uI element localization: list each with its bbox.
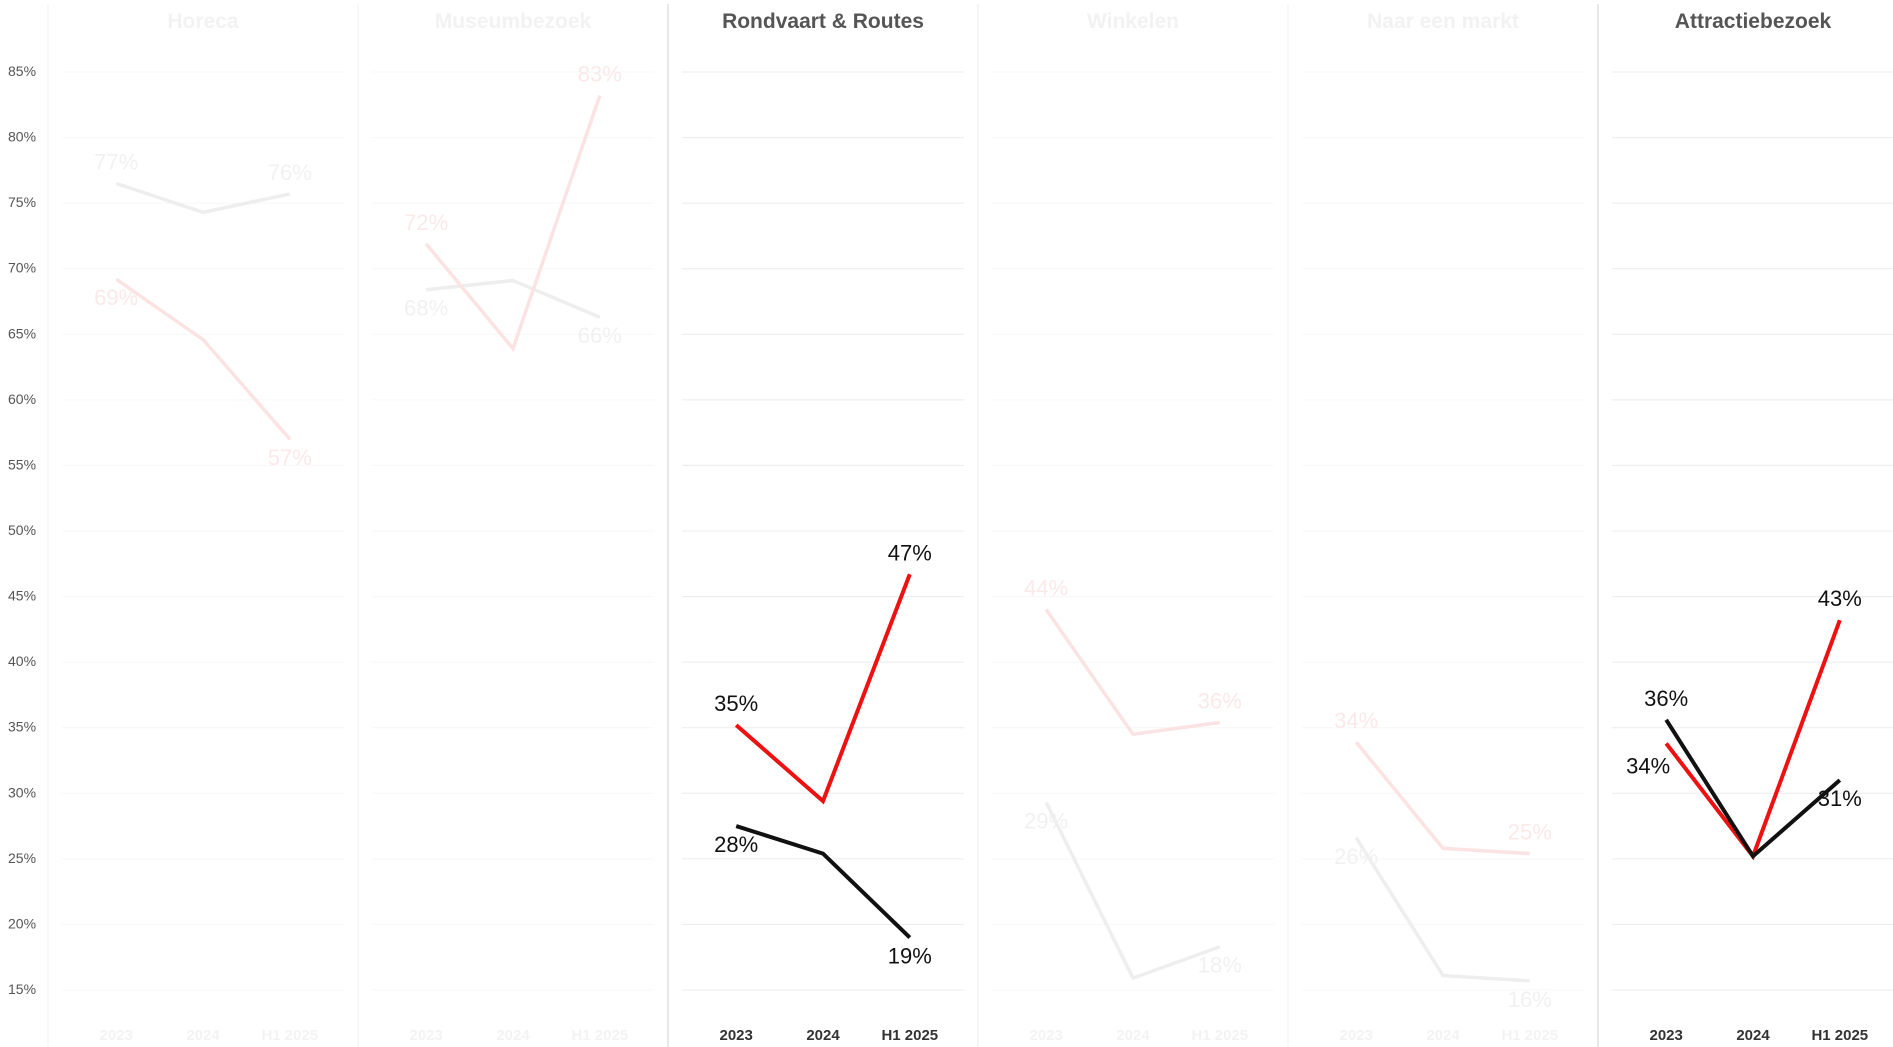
x-tick-label: 2024 xyxy=(1116,1027,1150,1044)
series-line-red xyxy=(1354,741,1530,856)
x-tick-label: H1 2025 xyxy=(1501,1027,1558,1044)
data-label: 29% xyxy=(1024,808,1068,833)
y-tick-label: 75% xyxy=(8,194,36,210)
data-label: 31% xyxy=(1818,786,1862,811)
data-label: 36% xyxy=(1198,688,1242,713)
x-tick-label: 2023 xyxy=(720,1027,753,1044)
panel-title: Attractiebezoek xyxy=(1675,10,1832,33)
panel: Winkelen 2023 2024 H1 2025 44% 36% 29% 18% xyxy=(977,4,1274,1047)
data-label: 28% xyxy=(714,832,758,857)
data-label: 35% xyxy=(714,691,758,716)
panel-title: Museumbezoek xyxy=(435,10,592,33)
y-tick-label: 80% xyxy=(8,129,36,145)
x-tick-label: H1 2025 xyxy=(1811,1027,1868,1044)
y-tick-label: 20% xyxy=(8,915,36,931)
panels: Horeca 2023 2024 H1 2025 77% 76% 69% 57% Museumb… xyxy=(47,4,1893,1047)
data-label: 72% xyxy=(404,210,448,235)
x-tick-label: H1 2025 xyxy=(1191,1027,1248,1044)
series-line-red xyxy=(115,277,292,441)
x-tick-label: 2023 xyxy=(1340,1027,1373,1044)
y-tick-label: 35% xyxy=(8,719,36,735)
data-label: 66% xyxy=(578,323,622,348)
data-label: 43% xyxy=(1818,586,1862,611)
series-line-black xyxy=(115,181,291,215)
panel-title: Winkelen xyxy=(1087,10,1179,33)
series-line-black xyxy=(1354,836,1530,983)
data-label: 34% xyxy=(1626,753,1670,778)
data-label: 26% xyxy=(1334,844,1378,869)
series-line-red xyxy=(1044,608,1221,737)
y-tick-label: 45% xyxy=(8,588,36,604)
panel-title: Naar een markt xyxy=(1367,10,1519,33)
x-tick-label: 2024 xyxy=(806,1027,840,1044)
series-line-red xyxy=(424,95,602,353)
data-label: 16% xyxy=(1508,987,1552,1012)
panel: Attractiebezoek 2023 2024 H1 2025 34% 43% 36% 3… xyxy=(1597,4,1893,1047)
data-label: 25% xyxy=(1508,820,1552,845)
data-label: 47% xyxy=(888,540,932,565)
y-tick-label: 40% xyxy=(8,653,36,669)
data-label: 68% xyxy=(404,296,448,321)
y-tick-label: 30% xyxy=(8,784,36,800)
data-label: 36% xyxy=(1644,686,1688,711)
x-tick-label: 2023 xyxy=(100,1027,133,1044)
panel: Museumbezoek 2023 2024 H1 2025 68% 66% 72% 83% xyxy=(357,4,654,1047)
y-tick-label: 60% xyxy=(8,391,36,407)
data-label: 18% xyxy=(1198,953,1242,978)
panel-title: Horeca xyxy=(167,10,239,33)
series-line-red xyxy=(1664,619,1842,861)
y-tick-label: 70% xyxy=(8,260,36,276)
y-tick-label: 25% xyxy=(8,850,36,866)
panel-title: Rondvaart & Routes xyxy=(722,10,924,33)
data-label: 19% xyxy=(888,944,932,969)
series-line-black xyxy=(426,278,601,319)
y-tick-label: 85% xyxy=(8,63,36,79)
y-axis: 15% 20% 25% 30% 35% 40% 45% 50% 55% 60% 65% 70% 75% 8… xyxy=(8,63,36,997)
data-label: 77% xyxy=(94,149,138,174)
x-tick-label: 2024 xyxy=(1736,1027,1770,1044)
data-label: 83% xyxy=(578,62,622,87)
series-line-black xyxy=(1044,801,1221,981)
panel: Horeca 2023 2024 H1 2025 77% 76% 69% 57% xyxy=(47,4,344,1047)
data-label: 69% xyxy=(94,285,138,310)
x-tick-label: H1 2025 xyxy=(261,1027,318,1044)
data-label: 76% xyxy=(268,160,312,185)
data-label: 34% xyxy=(1334,708,1378,733)
x-tick-label: 2023 xyxy=(410,1027,443,1044)
data-label: 57% xyxy=(268,445,312,470)
x-tick-label: 2024 xyxy=(1426,1027,1460,1044)
y-tick-label: 65% xyxy=(8,325,36,341)
panel: Rondvaart & Routes 2023 2024 H1 2025 35% 47% 2… xyxy=(667,4,979,1047)
y-tick-label: 55% xyxy=(8,456,36,472)
panel: Naar een markt 2023 2024 H1 2025 34% 25% 26% 16… xyxy=(1287,4,1584,1047)
x-tick-label: 2023 xyxy=(1030,1027,1063,1044)
x-tick-label: 2024 xyxy=(496,1027,530,1044)
y-tick-label: 15% xyxy=(8,981,36,997)
x-tick-label: 2024 xyxy=(186,1027,220,1044)
series-line-red xyxy=(734,573,912,805)
data-label: 44% xyxy=(1024,576,1068,601)
series-line-black xyxy=(735,824,912,939)
x-tick-label: H1 2025 xyxy=(571,1027,628,1044)
series-line-black xyxy=(1664,718,1842,860)
x-tick-label: 2023 xyxy=(1650,1027,1683,1044)
x-tick-label: H1 2025 xyxy=(881,1027,938,1044)
y-tick-label: 50% xyxy=(8,522,36,538)
